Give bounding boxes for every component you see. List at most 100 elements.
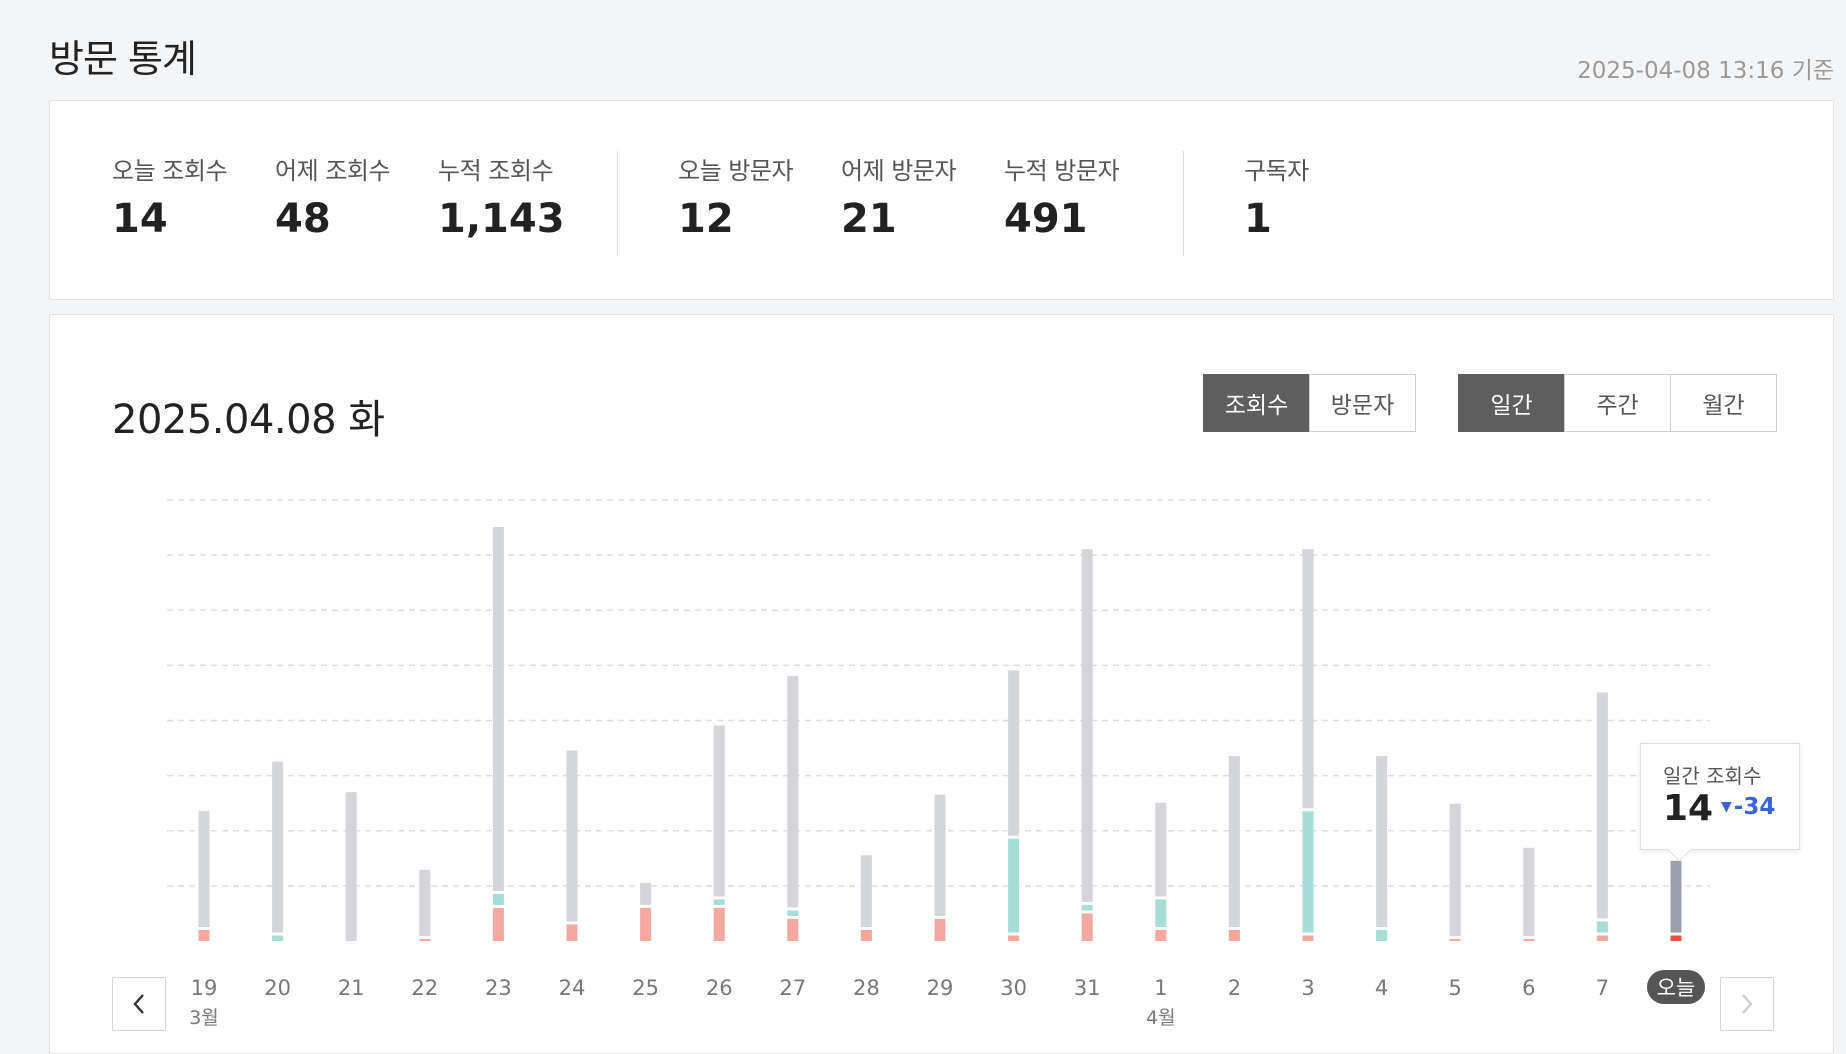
x-tick-label: 1 [1154,976,1167,1000]
bar-segment[interactable] [1376,756,1388,927]
stat-value: 14 [112,196,168,242]
bar-segment[interactable] [492,893,504,905]
bar-segment[interactable] [272,761,284,933]
bar-segment[interactable] [198,811,210,927]
bar-segment[interactable] [934,918,946,941]
chevron-right-icon [1739,992,1755,1016]
divider [1183,151,1184,256]
bar-segment[interactable] [713,907,725,941]
tab-views[interactable]: 조회수 [1203,374,1310,432]
stat-value: 1 [1244,196,1272,242]
bar-segment[interactable] [1523,939,1535,941]
bar-segment[interactable] [1008,670,1020,836]
tab-daily[interactable]: 일간 [1458,374,1565,432]
x-tick-label: 2 [1228,976,1241,1000]
bar-segment[interactable] [1376,929,1388,941]
bar-segment[interactable] [419,939,431,941]
stat-total-visitors: 누적 방문자 491 [1004,151,1120,242]
x-tick-label: 25 [632,976,659,1000]
prev-period-button[interactable] [112,977,166,1031]
stat-label: 오늘 조회수 [112,157,228,185]
month-label: 4월 [1146,1007,1176,1027]
bar-segment[interactable] [1228,929,1240,941]
tab-monthly[interactable]: 월간 [1670,374,1777,432]
x-tick-label: 26 [706,976,733,1000]
bar-segment[interactable] [1008,935,1020,941]
bar-segment[interactable] [1449,803,1461,936]
bar-segment[interactable] [787,910,799,916]
bar-segment[interactable] [1596,921,1608,933]
stat-label: 오늘 방문자 [678,157,794,185]
bar-segment[interactable] [787,918,799,941]
stat-subscribers: 구독자 1 [1244,151,1309,242]
x-tick-label: 3 [1301,976,1314,1000]
stats-summary-card: 오늘 조회수 14 어제 조회수 48 누적 조회수 1,143 오늘 방문자 … [49,100,1834,300]
bar-segment[interactable] [713,899,725,905]
bar-segment[interactable] [860,855,872,927]
stat-value: 491 [1004,196,1088,242]
bar-segment[interactable] [566,750,578,922]
bar-segment[interactable] [1081,904,1093,911]
stat-label: 어제 조회수 [275,157,391,185]
x-tick-label: 27 [779,976,806,1000]
timestamp: 2025-04-08 13:16 기준 [1577,58,1834,84]
bar-segment[interactable] [345,792,357,941]
bar-segment[interactable] [492,907,504,941]
triangle-down-icon: ▼ [1721,799,1732,815]
x-tick-label: 6 [1522,976,1535,1000]
bar-segment[interactable] [1302,935,1314,941]
bar-segment[interactable] [492,527,504,891]
bar-segment[interactable] [198,929,210,941]
stat-today-views: 오늘 조회수 14 [112,151,228,242]
tooltip-value: 14 [1663,788,1714,829]
today-pill [1647,970,1705,1004]
bar-segment[interactable] [1670,860,1682,933]
bar-segment[interactable] [1155,899,1167,927]
bar-segment[interactable] [1155,929,1167,941]
bar-segment[interactable] [1523,847,1535,936]
x-tick-label: 31 [1074,976,1101,1000]
tab-visitors[interactable]: 방문자 [1309,374,1416,432]
tooltip-delta-value: -34 [1733,794,1776,820]
bar-segment[interactable] [566,924,578,941]
bar-segment[interactable] [1228,756,1240,927]
tooltip-label: 일간 조회수 [1663,764,1762,788]
bar-segment[interactable] [640,882,652,905]
x-tick-label: 21 [338,976,365,1000]
bar-segment[interactable] [1449,939,1461,941]
stat-today-visitors: 오늘 방문자 12 [678,151,794,242]
bar-segment[interactable] [934,794,946,916]
bar-segment[interactable] [1302,811,1314,933]
bar-segment[interactable] [1596,935,1608,941]
stat-label: 누적 조회수 [438,157,554,185]
bar-segment[interactable] [1596,692,1608,919]
bar-segment[interactable] [1081,913,1093,941]
bar-segment[interactable] [419,869,431,936]
period-toggle: 일간 주간 월간 [1458,374,1777,434]
chevron-left-icon [131,992,147,1016]
bar-segment[interactable] [860,929,872,941]
stat-label: 어제 방문자 [841,157,957,185]
bar-segment[interactable] [1008,838,1020,933]
x-tick-label: 28 [853,976,880,1000]
tab-weekly[interactable]: 주간 [1564,374,1671,432]
bar-segment[interactable] [1670,935,1682,941]
bar-segment[interactable] [272,935,284,941]
bar-segment[interactable] [640,907,652,941]
bar-segment[interactable] [713,725,725,897]
month-label: 3월 [189,1007,219,1027]
bar-segment[interactable] [787,675,799,908]
x-tick-label: 23 [485,976,512,1000]
metric-toggle: 조회수 방문자 [1203,374,1416,434]
page-title: 방문 통계 [49,37,197,81]
bar-segment[interactable] [1081,549,1093,902]
stat-total-views: 누적 조회수 1,143 [438,151,565,242]
bar-segment[interactable] [1302,549,1314,809]
chart-card: 2025.04.08 화 조회수 방문자 일간 주간 월간 19 20 21 22 23… [49,314,1834,1054]
stat-value: 12 [678,196,734,242]
divider [617,151,618,256]
stat-value: 21 [841,196,897,242]
bar-segment[interactable] [1155,802,1167,897]
next-period-button[interactable] [1720,977,1774,1031]
